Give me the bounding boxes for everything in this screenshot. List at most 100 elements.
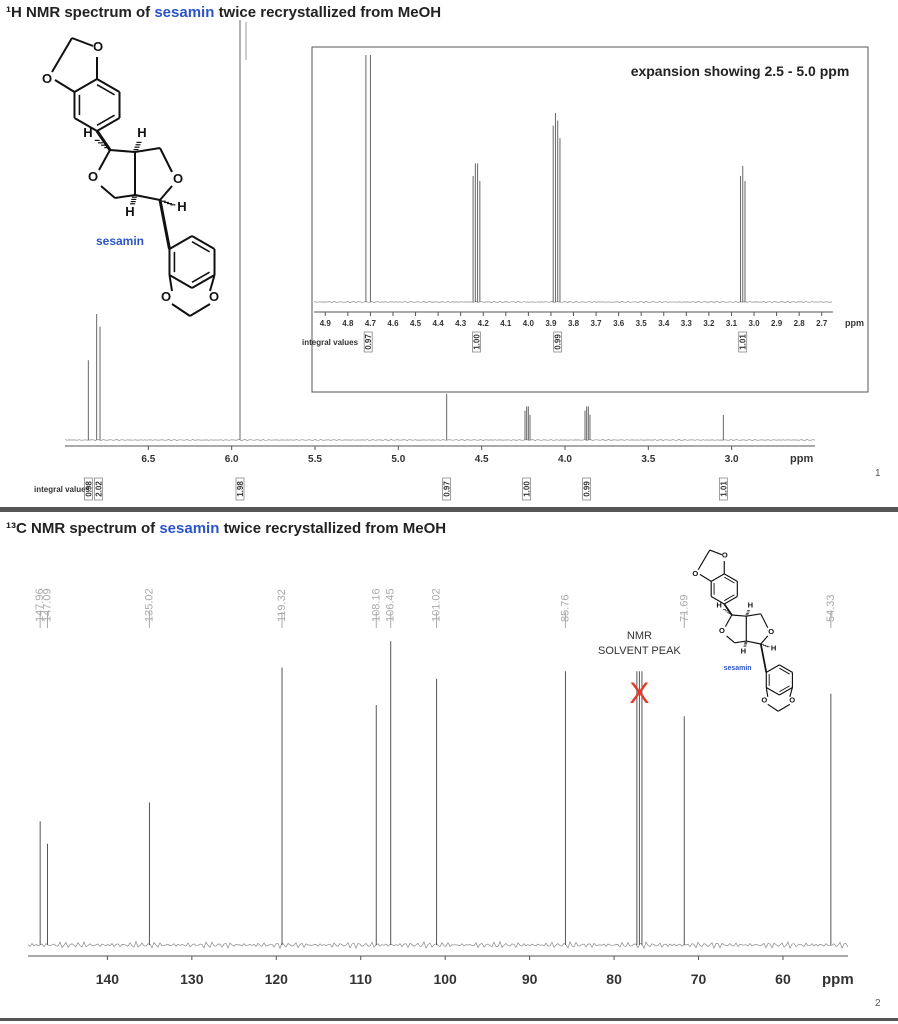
bond	[96, 117, 121, 132]
x-tick-label: 4.2	[478, 319, 490, 328]
x-tick-label: 120	[265, 971, 289, 987]
bond	[71, 37, 94, 47]
atom-label: O	[768, 627, 774, 636]
bond	[746, 640, 761, 645]
atom-label: H	[177, 199, 186, 214]
x-tick-label: 3.0	[748, 319, 760, 328]
x-tick-label: 80	[606, 971, 622, 987]
bond	[171, 303, 191, 317]
integral-label: 1.98	[236, 481, 245, 497]
x-tick-label: 110	[349, 971, 372, 987]
baseline	[314, 300, 833, 304]
x-tick-label: 100	[433, 971, 457, 987]
bond	[710, 595, 725, 605]
x-tick-label: 60	[775, 971, 791, 987]
c13-title: ¹³C NMR spectrum of sesamin twice recrys…	[6, 520, 446, 537]
bond	[209, 274, 216, 292]
x-tick-label: 2.9	[771, 319, 783, 328]
x-tick-label: 4.4	[433, 319, 445, 328]
peak-label: 119.32	[276, 589, 288, 622]
bond	[100, 185, 116, 199]
bond	[767, 703, 779, 712]
atom-label: O	[42, 71, 52, 86]
bond	[73, 78, 98, 93]
atom-label: H	[748, 600, 753, 609]
atom-label: O	[722, 551, 728, 560]
integral-bracket	[718, 477, 728, 501]
bond	[98, 149, 111, 171]
x-tick-label: 2.7	[816, 319, 828, 328]
x-tick-label: 4.0	[523, 319, 535, 328]
bond	[765, 687, 769, 697]
divider	[0, 507, 898, 512]
atom-label: O	[719, 626, 725, 635]
peak-label: 106.45	[385, 588, 397, 622]
bond	[168, 274, 193, 289]
bond	[760, 635, 769, 645]
x-tick-label: 130	[180, 971, 204, 987]
bond	[726, 635, 736, 644]
integral-bracket	[522, 477, 532, 501]
bond	[699, 573, 712, 582]
bond	[709, 549, 723, 556]
integral-label: 1.00	[523, 481, 532, 497]
bond	[95, 130, 112, 151]
integral-bracket	[442, 477, 452, 501]
bond	[189, 303, 211, 317]
integral-bracket	[363, 331, 373, 353]
bond	[54, 79, 76, 93]
bond	[760, 613, 769, 629]
bond	[710, 573, 725, 582]
bond	[109, 149, 136, 153]
solvent-label: NMR	[627, 630, 652, 642]
divider	[0, 1018, 898, 1021]
bond	[134, 147, 161, 153]
peak-label: 108.16	[370, 588, 382, 622]
atom-label: O	[209, 289, 219, 304]
integral-label: 0.97	[364, 334, 373, 350]
x-tick-label: 6.5	[141, 454, 155, 465]
title-highlight: sesamin	[154, 4, 214, 21]
title-prefix: ¹H NMR spectrum of	[6, 4, 151, 21]
bond	[191, 271, 210, 283]
title-suffix: twice recrystallized from MeOH	[219, 4, 442, 21]
peak-label: 135.02	[143, 588, 155, 622]
integral-bracket	[83, 477, 93, 501]
bond	[168, 274, 173, 292]
bond	[697, 549, 711, 571]
inset-title: expansion showing 2.5 - 5.0 ppm	[631, 63, 850, 79]
atom-label: H	[137, 125, 146, 140]
baseline	[27, 940, 849, 950]
bond	[734, 640, 747, 644]
integral-bracket	[235, 477, 245, 501]
x-tick-label: 6.0	[225, 454, 239, 465]
atom-label: H	[125, 204, 134, 219]
x-unit: ppm	[822, 971, 854, 988]
compound-name: sesamin	[724, 665, 752, 672]
bond	[158, 199, 171, 250]
integral-bracket	[93, 477, 103, 501]
x-tick-label: 3.4	[658, 319, 670, 328]
compound-name: sesamin	[96, 234, 144, 248]
bond	[766, 686, 780, 696]
x-tick-label: 4.6	[387, 319, 399, 328]
integral-bracket	[738, 331, 748, 353]
bond	[159, 185, 173, 201]
bond	[723, 595, 738, 605]
bond	[746, 613, 761, 617]
integral-caption: integral values	[302, 338, 359, 347]
integral-label: 2.02	[94, 481, 103, 497]
integral-label: 0.97	[443, 481, 452, 497]
page-number: 1	[875, 468, 881, 479]
bond	[759, 643, 768, 673]
x-tick-label: 4.7	[365, 319, 377, 328]
x-tick-label: 3.6	[613, 319, 625, 328]
peak-label: 147.09	[42, 588, 54, 622]
bond	[114, 194, 136, 199]
atom-label: O	[173, 171, 183, 186]
bond	[191, 274, 216, 289]
x-unit: ppm	[845, 318, 864, 328]
